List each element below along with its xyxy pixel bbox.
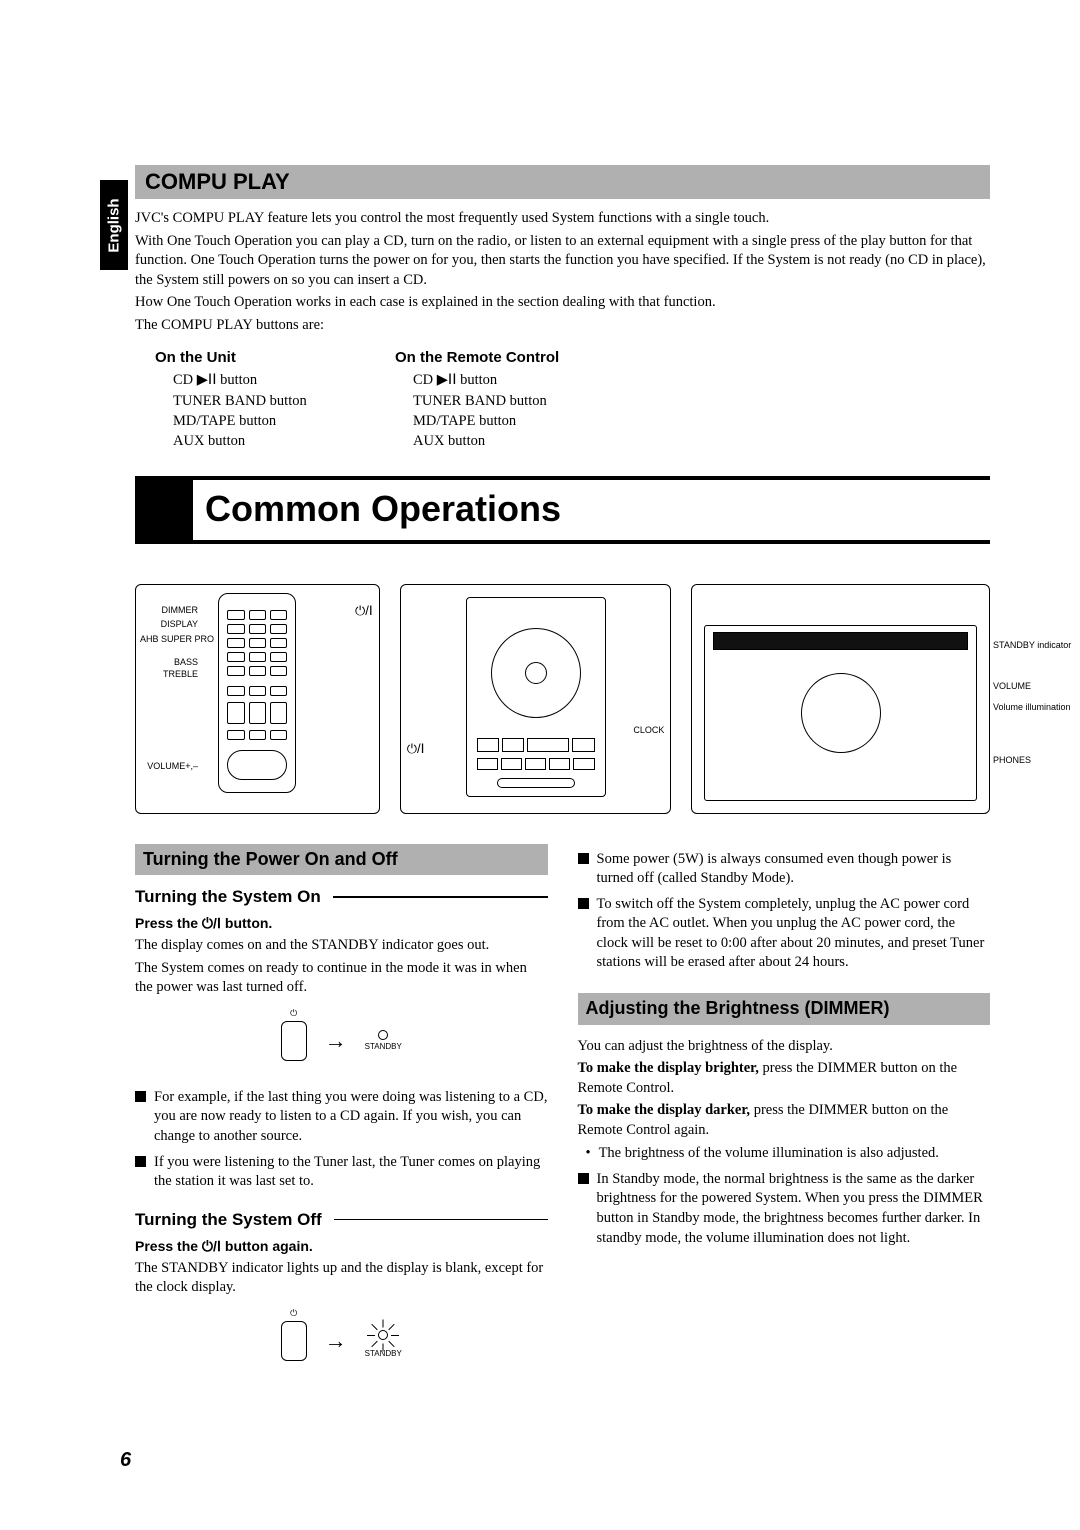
- unit-item-1: TUNER BAND button: [173, 391, 355, 411]
- power-section-bar: Turning the Power On and Off: [135, 844, 548, 876]
- speaker-diagram: STANDBY indicator VOLUME Volume illumina…: [691, 584, 990, 814]
- standby-led-off: STANDBY: [365, 1030, 402, 1051]
- turning-off-heading: Turning the System Off: [135, 1210, 548, 1230]
- label-volume-knob: VOLUME: [993, 681, 1039, 691]
- compu-play-heading: COMPU PLAY: [135, 165, 990, 199]
- label-display: DISPLAY: [140, 619, 198, 629]
- dimmer-sq-bullet: In Standby mode, the normal brightness i…: [578, 1170, 991, 1248]
- label-phones: PHONES: [993, 755, 1039, 765]
- power-on-mini-diagram: → STANDBY: [135, 1006, 548, 1076]
- right-bullet-0: Some power (5W) is always consumed even …: [578, 850, 991, 889]
- speaker-sketch: [704, 625, 977, 801]
- press-on-step: Press the ⏻/Ⅰ button.: [135, 915, 548, 932]
- unit-sketch: [466, 597, 606, 797]
- off-text: The STANDBY indicator lights up and the …: [135, 1259, 548, 1298]
- arrow-icon-2: →: [325, 1328, 347, 1354]
- unit-item-2: MD/TAPE button: [173, 411, 355, 431]
- label-volume: VOLUME+,–: [140, 761, 198, 771]
- dimmer-brighter: To make the display brighter, press the …: [578, 1059, 991, 1098]
- remote-item-3: AUX button: [413, 431, 559, 451]
- common-operations-title: Common Operations: [135, 476, 990, 544]
- on-remote-column: On the Remote Control CD ▶ⅠⅠ button TUNE…: [395, 349, 559, 451]
- compu-play-button-columns: On the Unit CD ▶ⅠⅠ button TUNER BAND but…: [155, 349, 990, 451]
- unit-diagram: ⏻/Ⅰ CLOCK: [400, 584, 672, 814]
- standby-label: STANDBY: [365, 1042, 402, 1051]
- page-number: 6: [120, 1449, 131, 1472]
- label-clock: CLOCK: [633, 725, 664, 735]
- label-unit-power: ⏻/Ⅰ: [407, 741, 425, 757]
- language-tab-text: English: [106, 198, 123, 252]
- label-dimmer: DIMMER: [140, 605, 198, 615]
- unit-item-0: CD ▶ⅠⅠ button: [173, 370, 355, 390]
- body-two-column: Turning the Power On and Off Turning the…: [135, 844, 990, 1388]
- dimmer-dot-bullet: •The brightness of the volume illuminati…: [586, 1144, 991, 1164]
- diagram-area: DIMMER DISPLAY AHB SUPER PRO BASS TREBLE…: [135, 584, 990, 814]
- on-unit-heading: On the Unit: [155, 349, 355, 366]
- power-button-icon: [281, 1021, 307, 1061]
- dimmer-section-bar: Adjusting the Brightness (DIMMER): [578, 993, 991, 1025]
- remote-diagram: DIMMER DISPLAY AHB SUPER PRO BASS TREBLE…: [135, 584, 380, 814]
- on-bullet-1: If you were listening to the Tuner last,…: [135, 1153, 548, 1192]
- arrow-icon: →: [325, 1028, 347, 1054]
- label-remote-power: ⏻/Ⅰ: [355, 603, 373, 619]
- left-column: Turning the Power On and Off Turning the…: [135, 844, 548, 1388]
- on-text-1: The System comes on ready to continue in…: [135, 959, 548, 998]
- right-bullet-1: To switch off the System completely, unp…: [578, 895, 991, 973]
- on-bullet-0: For example, if the last thing you were …: [135, 1088, 548, 1147]
- remote-item-0: CD ▶ⅠⅠ button: [413, 370, 559, 390]
- remote-sketch: [218, 593, 296, 793]
- compu-play-intro-3: The COMPU PLAY buttons are:: [135, 316, 990, 336]
- power-off-mini-diagram: → STANDBY: [135, 1306, 548, 1376]
- unit-item-3: AUX button: [173, 431, 355, 451]
- label-treble: TREBLE: [140, 669, 198, 679]
- power-button-icon-2: [281, 1321, 307, 1361]
- dimmer-intro: You can adjust the brightness of the dis…: [578, 1037, 991, 1057]
- on-text-0: The display comes on and the STANDBY ind…: [135, 936, 548, 956]
- right-column: Some power (5W) is always consumed even …: [578, 844, 991, 1388]
- standby-led-on: STANDBY: [365, 1323, 402, 1358]
- on-remote-heading: On the Remote Control: [395, 349, 559, 366]
- language-tab: English: [100, 180, 128, 270]
- remote-item-2: MD/TAPE button: [413, 411, 559, 431]
- compu-play-intro-1: With One Touch Operation you can play a …: [135, 232, 990, 291]
- label-ahb: AHB SUPER PRO: [140, 635, 198, 644]
- compu-play-intro-0: JVC's COMPU PLAY feature lets you contro…: [135, 209, 990, 229]
- press-off-step: Press the ⏻/Ⅰ button again.: [135, 1238, 548, 1255]
- dimmer-darker: To make the display darker, press the DI…: [578, 1101, 991, 1140]
- remote-item-1: TUNER BAND button: [413, 391, 559, 411]
- label-standby-ind: STANDBY indicator: [993, 641, 1039, 650]
- on-unit-column: On the Unit CD ▶ⅠⅠ button TUNER BAND but…: [155, 349, 355, 451]
- turning-on-heading: Turning the System On: [135, 887, 548, 907]
- label-bass: BASS: [140, 657, 198, 667]
- label-vol-illum: Volume illumination: [993, 703, 1039, 712]
- compu-play-intro-2: How One Touch Operation works in each ca…: [135, 293, 990, 313]
